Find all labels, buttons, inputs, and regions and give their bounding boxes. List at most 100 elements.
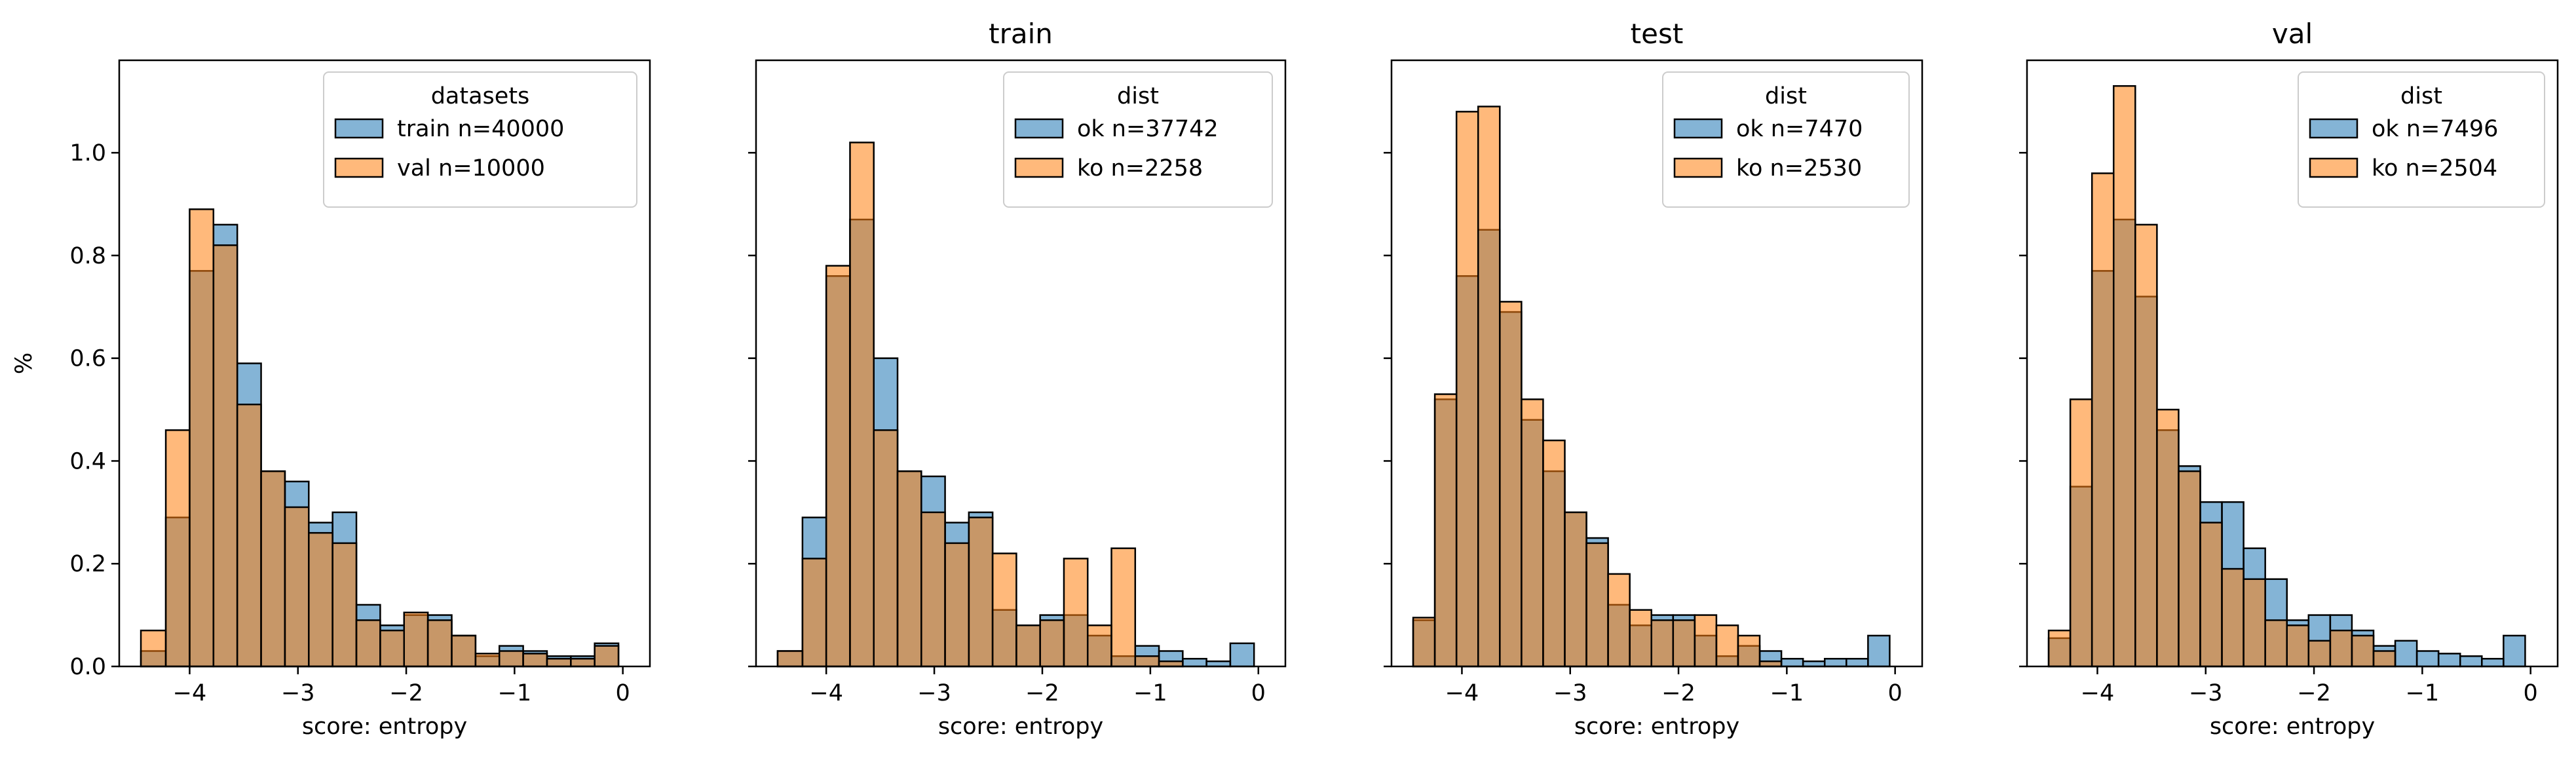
bar	[1110, 547, 1137, 668]
bar	[2134, 223, 2158, 668]
x-tick-label: −4	[809, 680, 843, 706]
axes-frame	[2026, 59, 2559, 668]
bar	[2481, 657, 2505, 668]
bar	[1433, 393, 1458, 668]
bar	[1585, 542, 1609, 668]
x-tick-label: 0	[1251, 680, 1266, 706]
chart-title: train	[989, 18, 1053, 50]
x-tick-label: −1	[498, 680, 532, 706]
bar	[474, 653, 501, 668]
x-tick-label: −4	[173, 680, 207, 706]
y-tick-label: 1.0	[69, 140, 106, 166]
legend-title: dist	[1117, 83, 1159, 109]
panel-4: −4 −3 −2 −1 0 score: entropy val dist ok n=7496 k…	[2019, 18, 2559, 740]
bar	[1015, 624, 1041, 668]
legend-swatch	[1014, 118, 1064, 139]
x-tick-label: −3	[281, 680, 315, 706]
x-tick-label: −1	[1133, 680, 1167, 706]
bar	[426, 619, 453, 668]
bar	[896, 470, 922, 668]
x-tick-label: −4	[1445, 680, 1479, 706]
axes-frame	[1390, 59, 1923, 668]
bar	[1823, 657, 1847, 668]
bar	[331, 542, 358, 668]
bar	[825, 265, 851, 668]
bar	[1542, 439, 1566, 668]
bar	[1455, 111, 1479, 668]
legend-swatch	[334, 157, 384, 178]
bar	[2415, 650, 2440, 668]
bar	[1737, 634, 1761, 668]
bar	[1229, 642, 1255, 668]
bar	[2178, 470, 2201, 668]
legend-entry: ok n=37742	[1077, 116, 1219, 142]
legend-title: dist	[1765, 83, 1807, 109]
bar	[451, 634, 477, 668]
bar	[776, 650, 804, 668]
legend-swatch	[1673, 118, 1723, 139]
bar	[1063, 558, 1089, 668]
panel-2: −4 −3 −2 −1 0 score: entropy train dist ok n=377…	[748, 18, 1287, 740]
bar	[1607, 573, 1631, 668]
x-tick-label: −3	[917, 680, 951, 706]
bar	[1694, 614, 1718, 668]
bar	[189, 208, 215, 668]
bar	[2156, 408, 2180, 668]
legend-swatch	[1673, 157, 1723, 178]
bar	[1412, 617, 1436, 668]
bar	[2286, 624, 2310, 668]
bar	[944, 542, 970, 668]
bar	[1672, 619, 1696, 668]
panel-3: −4 −3 −2 −1 0 score: entropy test dist ok n=7470…	[1384, 18, 1923, 740]
y-tick-label: 0.6	[69, 346, 106, 372]
bar	[1867, 634, 1891, 668]
legend-entry: val n=10000	[397, 155, 545, 182]
legend-title: dist	[2400, 83, 2442, 109]
bar	[801, 558, 827, 668]
legend-entry: ko n=2530	[1736, 155, 1862, 182]
legend-box	[2298, 71, 2545, 208]
bar	[1134, 655, 1160, 668]
bar	[164, 429, 191, 668]
bar	[260, 470, 286, 668]
bar	[991, 552, 1017, 668]
bar	[2069, 398, 2093, 668]
bar	[546, 657, 572, 668]
legend-swatch	[2309, 157, 2358, 178]
x-axis-label: score: entropy	[2210, 714, 2375, 740]
x-tick-label: −4	[2081, 680, 2115, 706]
chart-title: test	[1631, 18, 1684, 50]
bar	[2394, 640, 2418, 668]
y-tick-label: 0.2	[69, 551, 106, 577]
series-2-bars	[2047, 85, 2396, 668]
bar	[2351, 634, 2375, 668]
y-tick-label: 0.4	[69, 448, 106, 474]
bar	[212, 244, 238, 668]
bar	[1650, 619, 1675, 668]
axes-frame	[118, 59, 651, 668]
x-axis-label: score: entropy	[302, 714, 467, 740]
x-tick-label: −1	[1770, 680, 1804, 706]
legend-box	[1003, 71, 1273, 208]
bar	[1564, 511, 1587, 668]
bar	[920, 511, 946, 668]
bar	[2307, 640, 2332, 668]
legend-box	[323, 71, 637, 208]
x-tick-label: −2	[1025, 680, 1059, 706]
bar	[968, 516, 994, 668]
chart-title: val	[2272, 18, 2313, 50]
legend-entry: ko n=2504	[2372, 155, 2497, 182]
x-tick-label: −2	[2297, 680, 2331, 706]
bar	[1715, 624, 1739, 668]
legend-entry: ok n=7496	[2372, 116, 2498, 142]
legend: dist ok n=7470 ko n=2530	[1662, 71, 1910, 208]
bar	[1521, 398, 1544, 668]
bar	[2437, 653, 2461, 668]
bar	[284, 506, 310, 668]
panel-1: −4 −3 −2 −1 0 0.0 0.2 0.4 0.6 0.8 1.0 score: entrop…	[11, 59, 651, 740]
bar	[1039, 619, 1065, 668]
series-2-bars	[140, 208, 620, 668]
bar	[2372, 650, 2396, 668]
x-tick-label: 0	[2524, 680, 2538, 706]
legend-swatch	[334, 118, 384, 139]
